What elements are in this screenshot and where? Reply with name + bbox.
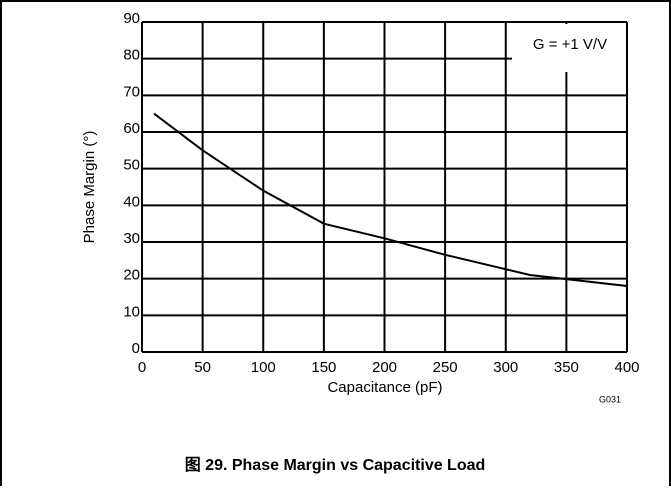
y-tick-label: 40: [123, 193, 140, 210]
y-tick-label: 60: [123, 120, 140, 137]
legend-box: [512, 24, 626, 72]
caption: 图 29. Phase Margin vs Capacitive Load: [185, 456, 486, 474]
y-tick-label: 80: [123, 47, 140, 64]
y-axis-label: Phase Margin (°): [81, 131, 98, 244]
x-tick-label: 250: [433, 359, 458, 376]
x-tick-label: 200: [372, 359, 397, 376]
y-tick-label: 50: [123, 157, 140, 174]
x-tick-label: 350: [554, 359, 579, 376]
x-axis-label: Capacitance (pF): [327, 379, 442, 396]
legend-label: G = +1 V/V: [533, 36, 607, 53]
x-tick-label: 150: [311, 359, 336, 376]
y-tick-label: 10: [123, 303, 140, 320]
x-tick-label: 300: [493, 359, 518, 376]
line-series: [153, 112, 628, 287]
x-tick-label: 400: [614, 359, 639, 376]
figure-id: G031: [599, 394, 621, 404]
y-tick-label: 90: [123, 10, 140, 27]
x-tick-label: 0: [138, 359, 146, 376]
y-tick-label: 30: [123, 230, 140, 247]
x-tick-label: 100: [251, 359, 276, 376]
y-tick-label: 70: [123, 83, 140, 100]
x-tick-label: 50: [194, 359, 211, 376]
y-tick-label: 20: [123, 267, 140, 284]
y-tick-label: 0: [132, 340, 140, 357]
